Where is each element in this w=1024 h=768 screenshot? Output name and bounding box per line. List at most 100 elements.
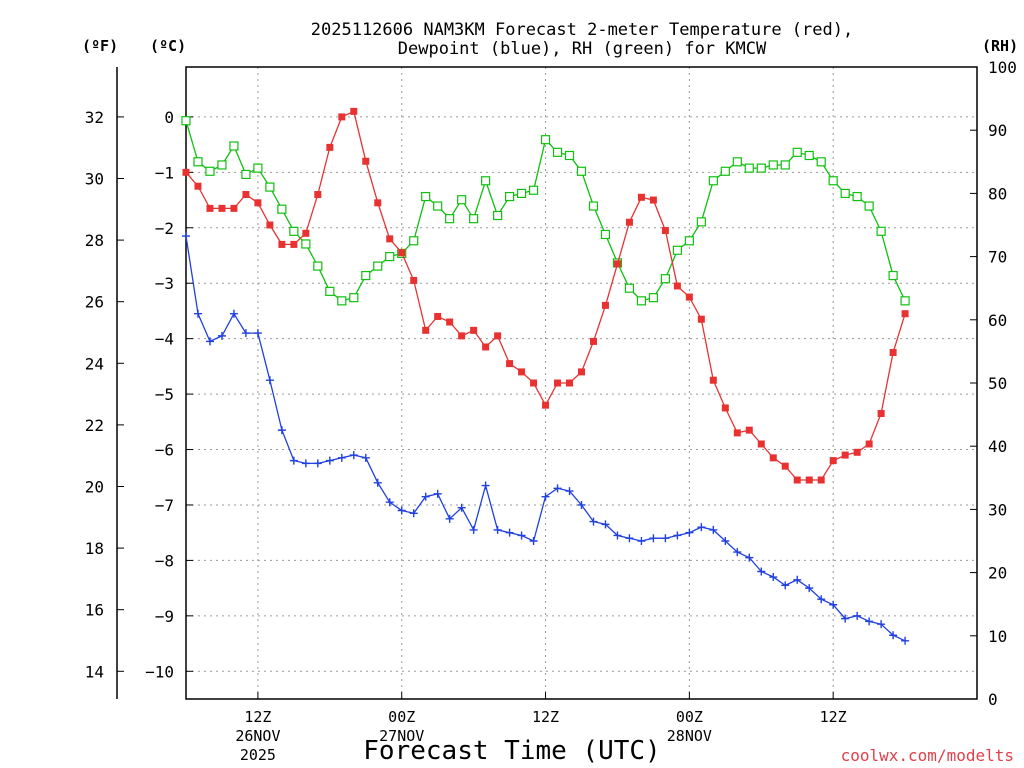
dewpoint-point <box>361 453 370 462</box>
temperature-point <box>554 379 562 387</box>
rh-point <box>181 116 191 126</box>
temperature-point <box>745 426 753 434</box>
rh-point <box>241 169 251 180</box>
temperature-point <box>266 221 274 229</box>
temperature-point <box>901 310 909 318</box>
rh-point <box>433 201 443 211</box>
time-tick-label: 00Z <box>388 708 415 726</box>
temperature-point <box>350 107 358 115</box>
chart-title-line2: Dewpoint (blue), RH (green) for KMCW <box>398 39 767 59</box>
rh-point <box>900 296 910 306</box>
fahrenheit-tick-label: 16 <box>85 601 104 620</box>
rh-point <box>409 236 419 246</box>
dewpoint-point <box>182 232 190 241</box>
time-tick-date: 28NOV <box>667 727 712 745</box>
dewpoint-series <box>182 232 910 645</box>
rh-point <box>229 141 239 151</box>
rh-point <box>469 214 479 224</box>
series-layer <box>181 107 910 645</box>
fahrenheit-tick-label: 20 <box>85 477 104 496</box>
celsius-ticks: 0 −1 −2 −3 −4 −5 −6 −7 −8 −9 −10 <box>145 108 193 681</box>
temperature-point <box>302 229 310 237</box>
temperature-point <box>721 404 729 412</box>
celsius-tick-label: −3 <box>155 274 174 293</box>
fahrenheit-tick-label: 28 <box>85 231 104 250</box>
celsius-tick-label: 0 <box>164 108 174 127</box>
rh-point <box>624 283 635 293</box>
rh-point <box>876 226 886 236</box>
rh-point <box>588 201 599 211</box>
rh-tick-label: 0 <box>988 690 998 709</box>
rh-point <box>504 191 515 202</box>
rh-point <box>636 296 647 306</box>
dewpoint-point <box>421 492 430 501</box>
dewpoint-point <box>241 329 250 338</box>
celsius-tick-label: −6 <box>155 441 174 460</box>
rh-point <box>720 166 730 176</box>
dewpoint-point <box>541 492 550 501</box>
dewpoint-point <box>205 337 214 346</box>
temperature-point <box>889 349 897 357</box>
dewpoint-point <box>577 500 586 509</box>
rh-point <box>445 214 455 224</box>
celsius-tick-label: −7 <box>155 496 174 515</box>
fahrenheit-tick-label: 18 <box>85 539 104 558</box>
temperature-point <box>661 227 669 235</box>
rh-point <box>253 163 263 173</box>
rh-tick-label: 70 <box>988 248 1007 267</box>
dewpoint-point <box>637 537 646 545</box>
celsius-tick-label: −1 <box>155 163 174 182</box>
rh-tick-label: 90 <box>988 121 1007 140</box>
dewpoint-point <box>733 548 742 557</box>
dewpoint-point <box>865 617 874 626</box>
temperature-point <box>518 368 526 376</box>
dewpoint-point <box>817 595 826 604</box>
temperature-point <box>434 312 442 320</box>
dewpoint-point <box>289 456 298 465</box>
dewpoint-point <box>493 525 502 534</box>
rh-tick-label: 30 <box>988 500 1007 519</box>
temperature-point <box>278 240 286 248</box>
temperature-point <box>182 168 190 176</box>
celsius-tick-label: −4 <box>155 330 174 349</box>
temperature-point <box>242 191 250 199</box>
temperature-point <box>254 199 262 207</box>
time-tick-date: 26NOV <box>235 727 280 745</box>
temperature-point <box>194 182 202 190</box>
dewpoint-point <box>301 459 310 468</box>
temperature-point <box>218 204 226 212</box>
temperature-point <box>494 332 502 340</box>
rh-point <box>516 188 527 198</box>
dewpoint-point <box>661 534 670 543</box>
rh-tick-label: 60 <box>988 311 1007 330</box>
temperature-point <box>685 293 693 301</box>
celsius-tick-label: −2 <box>155 219 174 238</box>
dewpoint-point <box>277 426 286 435</box>
dewpoint-point <box>721 537 730 545</box>
temperature-point <box>781 462 789 470</box>
rh-point <box>600 229 611 240</box>
temperature-point <box>601 301 609 309</box>
temperature-point <box>769 454 777 462</box>
dewpoint-point <box>217 331 226 340</box>
dewpoint-point <box>433 489 442 498</box>
dewpoint-point <box>373 478 382 487</box>
rh-point <box>217 160 227 170</box>
rh-series <box>181 116 910 306</box>
rh-point <box>289 226 299 236</box>
fahrenheit-tick-label: 26 <box>85 293 104 312</box>
temperature-point <box>362 157 370 165</box>
rh-unit-label: (RH) <box>982 37 1018 55</box>
temperature-point <box>829 457 837 465</box>
temperature-point <box>625 218 633 226</box>
dewpoint-point <box>445 514 454 523</box>
celsius-tick-label: −10 <box>145 662 174 681</box>
rh-line <box>185 120 906 302</box>
rh-point <box>576 166 587 176</box>
rh-point <box>684 236 694 246</box>
rh-tick-label: 100 <box>988 58 1017 77</box>
rh-point <box>744 163 754 173</box>
